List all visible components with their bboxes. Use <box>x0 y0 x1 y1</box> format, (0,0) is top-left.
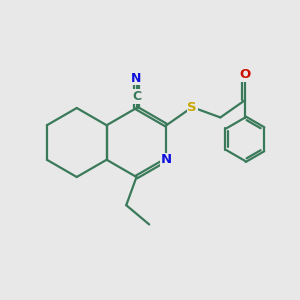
Text: N: N <box>161 153 172 166</box>
Text: O: O <box>239 68 250 81</box>
Text: C: C <box>132 90 141 103</box>
Text: N: N <box>131 71 142 85</box>
Text: S: S <box>188 101 197 114</box>
